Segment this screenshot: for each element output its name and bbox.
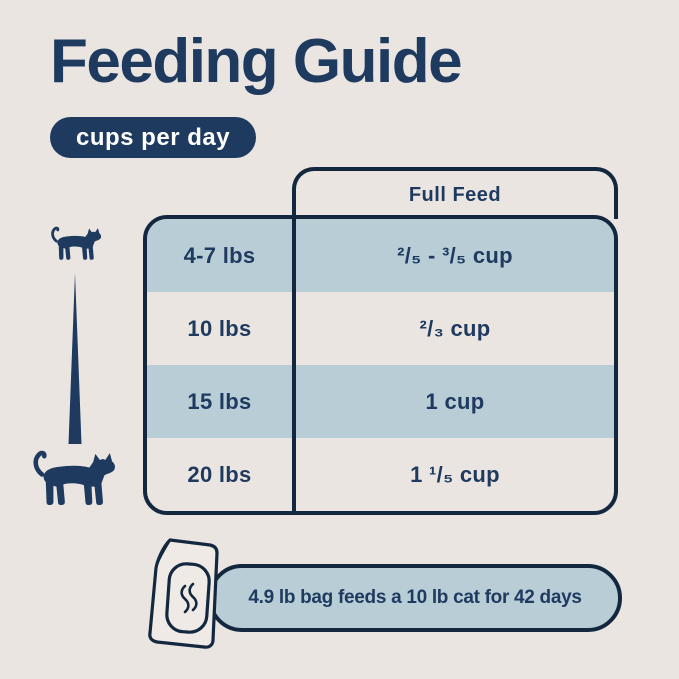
bag-yield-text: 4.9 lb bag feeds a 10 lb cat for 42 days <box>248 587 582 608</box>
column-header-label: Full Feed <box>408 183 502 206</box>
table-row: 15 lbs 1 cup <box>147 365 614 438</box>
full-feed-cell: 1 ¹/₅ cup <box>292 438 614 511</box>
full-feed-cell: ²/₃ cup <box>292 292 614 365</box>
table-row: 10 lbs ²/₃ cup <box>147 292 614 365</box>
small-cat-icon <box>51 226 102 260</box>
feeding-table: 4-7 lbs ²/₅ - ³/₅ cup 10 lbs ²/₃ cup 15 … <box>143 215 618 515</box>
bag-yield-banner: 4.9 lb bag feeds a 10 lb cat for 42 days <box>208 564 622 632</box>
full-feed-cell: 1 cup <box>292 365 614 438</box>
growth-spike-icon <box>68 273 82 444</box>
cups-per-day-badge: cups per day <box>50 117 257 158</box>
badge-label: cups per day <box>76 123 231 151</box>
column-header-full-feed: Full Feed <box>292 167 618 219</box>
table-row: 20 lbs 1 ¹/₅ cup <box>147 438 614 511</box>
weight-cell: 10 lbs <box>187 315 252 341</box>
food-bag-icon <box>148 538 219 649</box>
weight-cell: 20 lbs <box>187 461 252 487</box>
large-cat-icon <box>33 450 115 505</box>
weight-cell: 15 lbs <box>187 388 252 414</box>
weight-cell: 4-7 lbs <box>183 242 256 268</box>
page-title: Feeding Guide <box>50 27 463 96</box>
full-feed-cell: ²/₅ - ³/₅ cup <box>292 219 614 292</box>
table-row: 4-7 lbs ²/₅ - ³/₅ cup <box>147 219 614 292</box>
steam-icon <box>180 582 198 614</box>
